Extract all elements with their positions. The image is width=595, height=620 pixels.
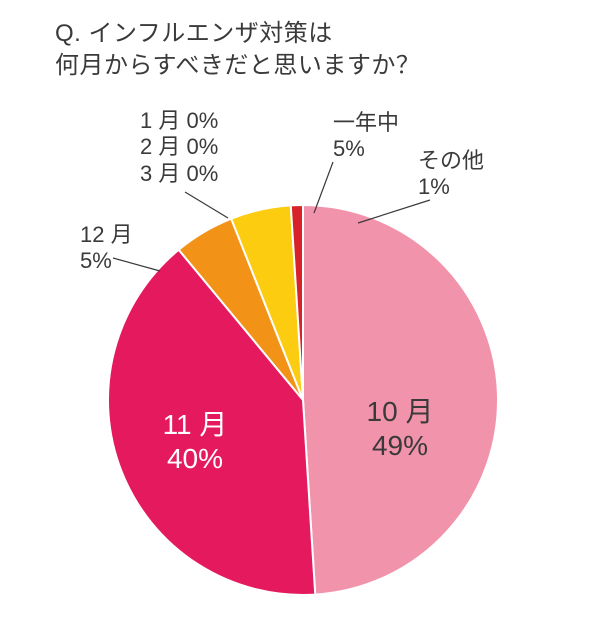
callout-label-year-callout: 一年中 5% bbox=[333, 110, 399, 163]
leader-other-callout bbox=[358, 200, 430, 223]
callout-label-jfm-callout: 1 月 0% 2 月 0% 3 月 0% bbox=[140, 108, 218, 187]
slice-label-oct-inner: 10 月 49% bbox=[340, 395, 460, 462]
pie-chart bbox=[0, 0, 595, 620]
slice-label-nov-inner: 11 月 40% bbox=[135, 408, 255, 475]
callout-label-dec-callout: 12 月 5% bbox=[80, 222, 133, 275]
callout-label-other-callout: その他 1% bbox=[418, 148, 484, 201]
leader-jfm-callout bbox=[185, 192, 228, 218]
